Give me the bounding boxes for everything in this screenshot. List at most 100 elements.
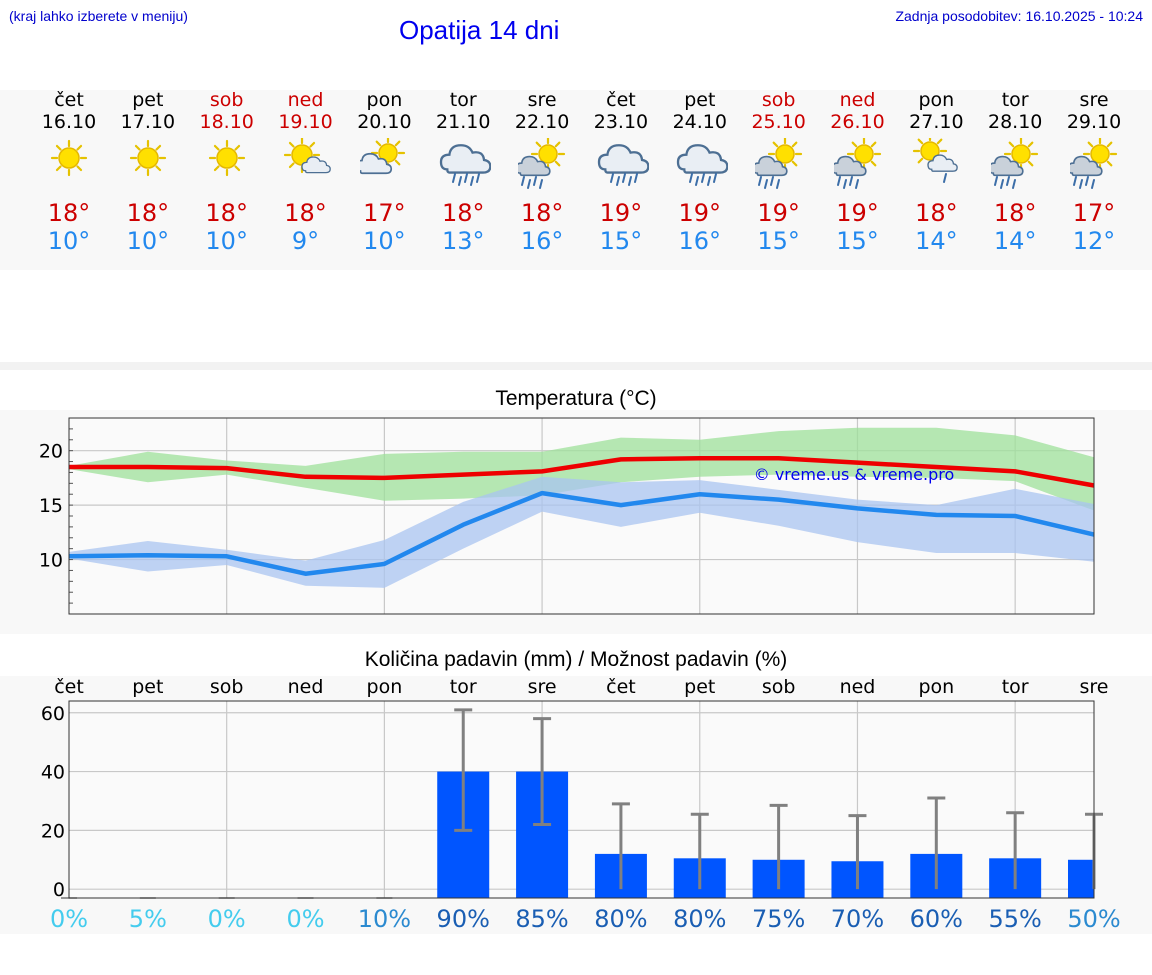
- chance-of-rain-label: 90%: [437, 905, 490, 933]
- rain-cloud-icon: [440, 144, 492, 186]
- x-category-label: pon: [918, 676, 954, 698]
- day-date: 29.10: [1066, 111, 1122, 133]
- day-date: 28.10: [987, 111, 1043, 133]
- max-range-band: [69, 427, 1094, 511]
- day-date: 27.10: [909, 111, 964, 133]
- x-category-label: tor: [450, 676, 477, 698]
- cloud-shape: [676, 144, 728, 174]
- cloud-shape: [833, 155, 867, 177]
- x-category-label: ned: [288, 676, 324, 698]
- cloud-shape: [518, 155, 551, 177]
- min-temperature: 15°: [599, 227, 643, 255]
- min-temperature: 14°: [993, 227, 1037, 255]
- cloud-shape: [927, 154, 959, 172]
- max-temperature: 18°: [47, 199, 91, 227]
- x-category-label: ned: [840, 676, 876, 698]
- max-temperature: 18°: [126, 199, 170, 227]
- min-temperature: 13°: [441, 227, 485, 255]
- x-category-label: čet: [54, 676, 84, 698]
- y-tick-label: 20: [39, 441, 63, 463]
- max-temperature: 19°: [757, 199, 800, 227]
- day-date: 18.10: [199, 111, 254, 133]
- x-category-label: sre: [1080, 676, 1109, 698]
- x-category-label: sob: [762, 676, 796, 698]
- sun-shape: [129, 139, 166, 177]
- sun-rain-icon: [518, 138, 566, 189]
- cloud-shape: [300, 156, 331, 174]
- max-temperature: 19°: [599, 199, 643, 227]
- rain-drops: [609, 173, 638, 186]
- y-tick-label: 15: [39, 495, 63, 517]
- sun-small-cloud-icon: [283, 138, 331, 174]
- forecast-strip: čet 16.10 18° 10° pet 17.10 18° 10° sob 18.10 18° 1…: [0, 90, 1152, 270]
- day-date: 17.10: [120, 111, 176, 133]
- chance-of-rain-label: 85%: [515, 905, 568, 933]
- y-tick-label: 20: [41, 820, 65, 842]
- chance-of-rain-label: 60%: [910, 905, 963, 933]
- day-date: 19.10: [278, 111, 333, 133]
- sun-rain-icon: [1070, 138, 1118, 189]
- day-date: 16.10: [41, 111, 97, 133]
- precipitation-chart-area: čet pet sob ned pon tor sre čet pet sob ned pon tor s…: [0, 676, 1152, 934]
- max-temperature: 19°: [678, 199, 722, 227]
- day-name: tor: [449, 89, 477, 111]
- sun-icon: [129, 139, 166, 177]
- location-hint: (kraj lahko izberete v meniju): [9, 8, 188, 24]
- rain-drops: [994, 176, 1017, 189]
- day-name: pet: [684, 89, 716, 111]
- y-tick-label: 10: [39, 550, 63, 572]
- chance-of-rain-label: 0%: [208, 905, 246, 933]
- divider: [0, 362, 1152, 370]
- max-temperature-line: [69, 456, 1095, 488]
- day-date: 22.10: [514, 111, 570, 133]
- rain-drops: [943, 173, 948, 183]
- min-temperature: 14°: [915, 227, 958, 255]
- cloud-shape: [440, 144, 492, 174]
- precipitation-chart: čet pet sob ned pon tor sre čet pet sob ned pon tor s…: [41, 676, 1121, 933]
- cloud-shape: [597, 144, 649, 174]
- min-temperature: 10°: [205, 227, 248, 255]
- x-category-label: čet: [606, 676, 636, 698]
- min-temperature: 15°: [757, 227, 800, 255]
- sun-rain-icon: [991, 138, 1039, 189]
- rain-drops: [1073, 176, 1096, 189]
- cloud-shape: [754, 155, 788, 177]
- y-tick-label: 0: [53, 879, 65, 901]
- cloud-shape: [1070, 155, 1103, 177]
- sun-shape: [767, 138, 802, 172]
- max-temperature: 19°: [836, 199, 879, 227]
- x-category-label: sre: [528, 676, 557, 698]
- precipitation-bar: [1068, 859, 1094, 898]
- max-temperature: 17°: [363, 199, 406, 227]
- chance-of-rain-label: 75%: [752, 905, 805, 933]
- sun-icon: [50, 139, 88, 177]
- sun-icon: [208, 139, 245, 177]
- page-title: Opatija 14 dni: [399, 15, 560, 45]
- x-category-label: tor: [1002, 676, 1029, 698]
- sun-rain-icon: [833, 138, 881, 189]
- min-temperature: 16°: [520, 227, 564, 255]
- day-date: 24.10: [672, 111, 727, 133]
- chance-of-rain-label: 70%: [831, 905, 884, 933]
- rain-cloud-icon: [676, 144, 728, 186]
- x-category-label: pet: [684, 676, 715, 698]
- plot-frame: [68, 700, 1095, 899]
- precipitation-chart-title: Količina padavin (mm) / Možnost padavin …: [364, 648, 788, 671]
- sun-cloud-icon: [360, 138, 406, 175]
- day-name: sob: [209, 89, 244, 111]
- day-name: tor: [1001, 89, 1029, 111]
- x-category-label: sob: [210, 676, 244, 698]
- day-date: 20.10: [357, 111, 412, 133]
- rain-drops: [836, 176, 859, 189]
- day-name: pon: [918, 89, 955, 111]
- rain-drops: [452, 173, 481, 186]
- chance-of-rain-label: 50%: [1067, 905, 1120, 933]
- temperature-chart-area: 10 15 20 © vreme.us & vreme.pro: [0, 410, 1152, 634]
- min-temperature: 10°: [47, 227, 91, 255]
- max-temperature: 18°: [441, 199, 485, 227]
- cloud-shape: [991, 155, 1024, 177]
- rain-drops: [688, 173, 717, 186]
- day-name: ned: [287, 89, 324, 111]
- max-temperature: 17°: [1072, 199, 1116, 227]
- day-name: pet: [132, 89, 164, 111]
